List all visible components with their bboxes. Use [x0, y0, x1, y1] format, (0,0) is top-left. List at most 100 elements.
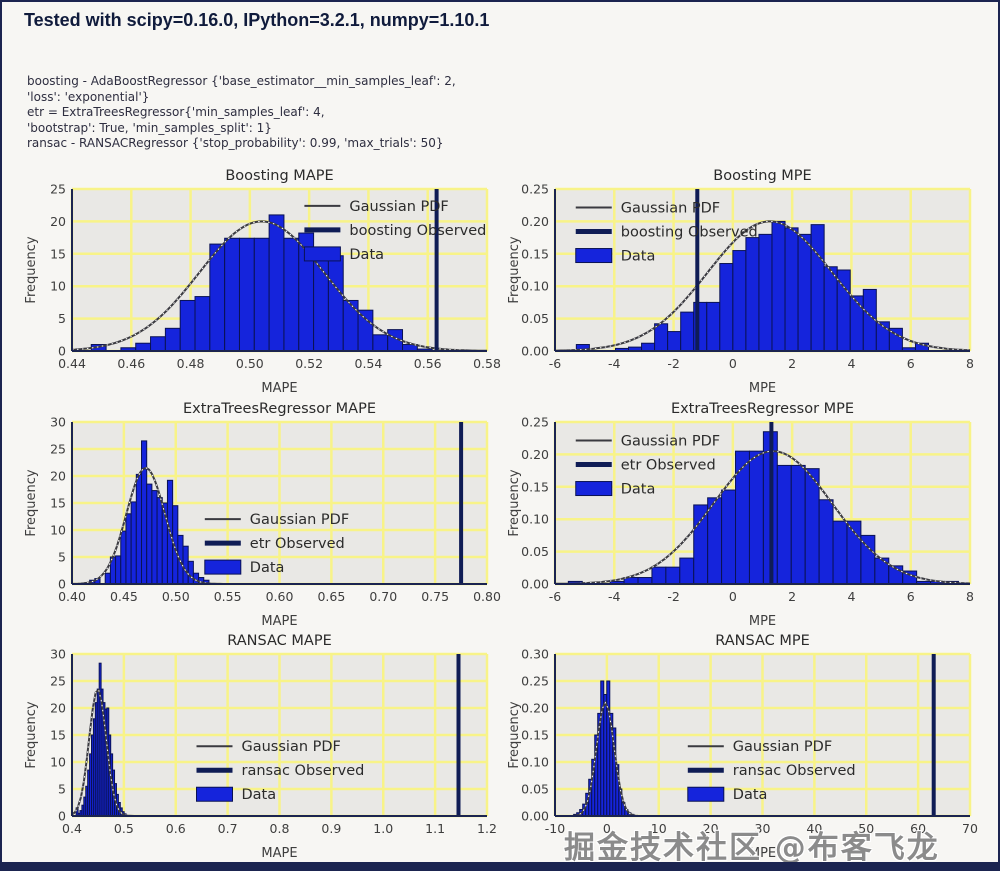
- histogram-bar: [745, 237, 760, 352]
- histogram-bar: [818, 499, 834, 585]
- y-axis-label: Frequency: [507, 469, 522, 536]
- x-tick-label: 0.45: [110, 589, 138, 604]
- histogram-bar: [357, 309, 374, 352]
- x-tick-label: 0.58: [473, 356, 501, 371]
- y-tick-label: 25: [50, 182, 66, 197]
- histogram-bar: [706, 301, 721, 352]
- histogram-bar: [665, 566, 681, 585]
- x-tick-label: 6: [907, 589, 915, 604]
- x-axis-label: MPE: [749, 846, 776, 861]
- x-tick-label: 0.6: [166, 821, 186, 836]
- x-tick-label: 0.9: [321, 821, 341, 836]
- x-axis-label: MAPE: [261, 381, 297, 396]
- histogram-bar: [179, 299, 196, 352]
- x-tick-label: 8: [966, 589, 974, 604]
- chart-title: RANSAC MPE: [715, 633, 810, 649]
- x-axis-label: MPE: [749, 381, 776, 396]
- legend-label: Gaussian PDF: [349, 199, 448, 215]
- legend-label: ransac Observed: [733, 763, 856, 779]
- chart-ransac-mpe: -10 0 10 20 30 40 50 60 70 0.00 0.05 0.10 0.15 0.20 0.…: [507, 633, 978, 861]
- y-tick-label: 0.05: [521, 311, 549, 326]
- x-tick-label: 8: [966, 356, 974, 371]
- chart-title: RANSAC MAPE: [227, 633, 331, 649]
- y-tick-label: 20: [50, 701, 66, 716]
- legend-data-swatch: [196, 786, 233, 802]
- legend-label: etr Observed: [250, 536, 345, 552]
- y-tick-label: 0.00: [521, 344, 549, 359]
- param-line: boosting - AdaBoostRegressor {'base_esti…: [27, 74, 456, 88]
- x-axis-label: MPE: [749, 614, 776, 629]
- x-tick-label: -10: [545, 821, 565, 836]
- y-tick-label: 20: [50, 214, 66, 229]
- y-tick-label: 0.15: [521, 479, 549, 494]
- bottom-border-bar: [2, 862, 998, 869]
- y-tick-label: 10: [50, 279, 66, 294]
- x-tick-label: 1.1: [425, 821, 445, 836]
- y-tick-label: 20: [50, 469, 66, 484]
- x-tick-label: 0.40: [58, 589, 86, 604]
- y-tick-label: 15: [50, 246, 66, 261]
- x-tick-label: 0.75: [421, 589, 449, 604]
- chart-ransac-mape: 0.4 0.5 0.6 0.7 0.8 0.9 1.0 1.1 1.2 0 5 10 15 20 25 30 R…: [24, 633, 497, 861]
- x-tick-label: 0.4: [62, 821, 82, 836]
- histogram-bar: [209, 243, 226, 352]
- y-tick-label: 25: [50, 674, 66, 689]
- x-tick-label: 0.56: [414, 356, 442, 371]
- x-tick-label: 60: [910, 821, 926, 836]
- histogram-bar: [224, 237, 240, 352]
- y-tick-label: 0.25: [521, 674, 549, 689]
- y-tick-label: 0: [58, 809, 66, 824]
- histogram-bar: [135, 473, 143, 585]
- histogram-bar: [776, 464, 792, 585]
- legend-data-swatch: [687, 786, 725, 802]
- x-tick-label: 10: [651, 821, 667, 836]
- x-tick-label: 0.80: [473, 589, 501, 604]
- legend-data-swatch: [575, 481, 613, 497]
- x-tick-label: -2: [667, 356, 679, 371]
- x-tick-label: 30: [755, 821, 771, 836]
- legend-label: Data: [242, 787, 277, 803]
- histogram-bar: [654, 323, 669, 352]
- x-tick-label: 0.70: [369, 589, 397, 604]
- histogram-bar: [771, 220, 786, 352]
- x-tick-label: -2: [667, 589, 679, 604]
- legend-label: ransac Observed: [242, 763, 365, 779]
- histogram-bar: [327, 255, 344, 352]
- legend-label: Data: [621, 249, 656, 265]
- histogram-bar: [238, 237, 255, 352]
- params-block: boosting - AdaBoostRegressor {'base_esti…: [27, 74, 456, 152]
- x-tick-label: 40: [806, 821, 822, 836]
- y-tick-label: 10: [50, 523, 66, 538]
- histogram-bar: [758, 233, 773, 352]
- y-tick-label: 0.10: [521, 279, 549, 294]
- y-tick-label: 0.10: [521, 755, 549, 770]
- y-tick-label: 25: [50, 442, 66, 457]
- histogram-bar: [641, 342, 656, 352]
- y-tick-label: 5: [58, 782, 66, 797]
- chart-title: Boosting MPE: [713, 168, 811, 184]
- y-axis-label: Frequency: [24, 469, 39, 536]
- y-tick-label: 0.25: [521, 415, 549, 430]
- chart-boosting-mpe: -6 -4 -2 0 2 4 6 8 0.00 0.05 0.10 0.15 0.20 0.25 Boost…: [507, 168, 974, 396]
- param-line: etr = ExtraTreesRegressor{'min_samples_l…: [27, 105, 325, 119]
- y-tick-label: 15: [50, 728, 66, 743]
- histogram-bar: [719, 263, 734, 352]
- y-tick-label: 0.15: [521, 728, 549, 743]
- x-tick-label: 0.50: [236, 356, 264, 371]
- histogram-bar: [135, 342, 152, 352]
- histogram-bar: [823, 266, 838, 352]
- legend-label: boosting Observed: [621, 225, 758, 241]
- histogram-bar: [721, 489, 737, 585]
- histogram-bar: [680, 311, 695, 352]
- y-tick-label: 0.25: [521, 182, 549, 197]
- x-tick-label: 70: [962, 821, 978, 836]
- y-tick-label: 0.00: [521, 809, 549, 824]
- x-tick-label: 2: [788, 589, 796, 604]
- histogram-bar: [104, 572, 111, 585]
- histogram-bar: [313, 250, 329, 352]
- legend-label: Data: [349, 247, 384, 263]
- y-tick-label: 0: [58, 344, 66, 359]
- x-tick-label: 1.2: [477, 821, 497, 836]
- histogram-bar: [735, 450, 750, 585]
